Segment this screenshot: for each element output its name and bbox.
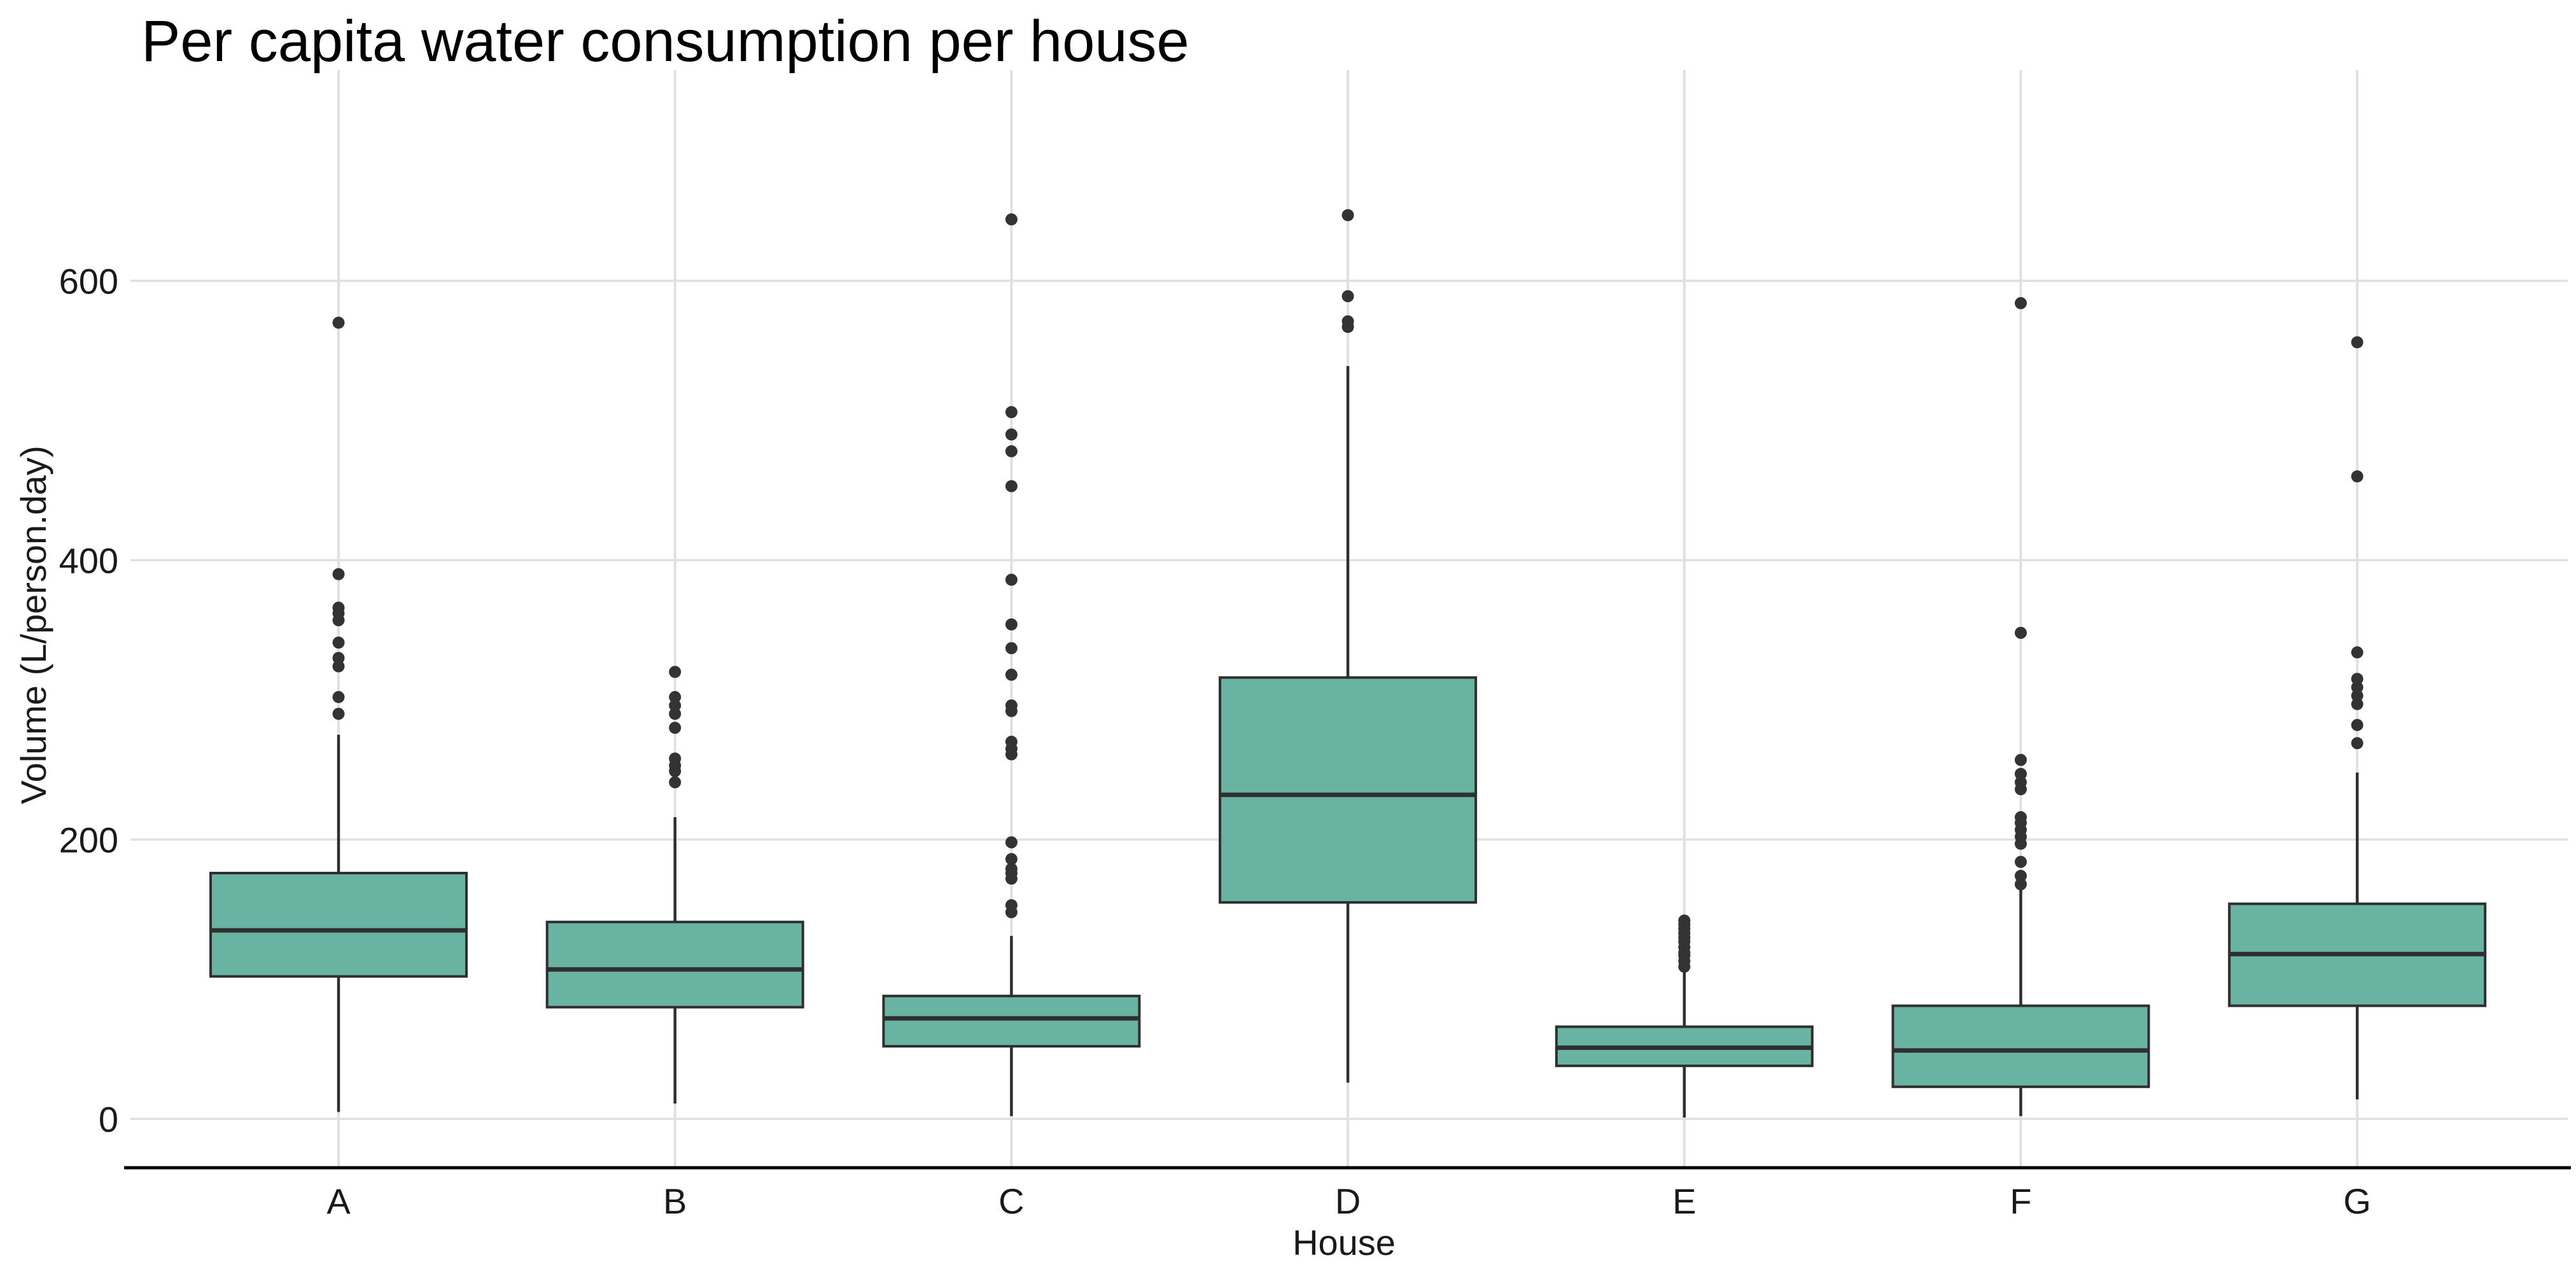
outlier-point <box>1341 315 1354 328</box>
outlier-point <box>669 699 682 712</box>
x-tick-label: D <box>1335 1181 1361 1221</box>
outlier-point <box>1678 914 1691 927</box>
x-tick-label: F <box>2010 1181 2031 1221</box>
outlier-point <box>1005 213 1018 226</box>
outlier-point <box>1005 862 1018 875</box>
outlier-point <box>1005 642 1018 655</box>
outlier-point <box>669 666 682 678</box>
outlier-point <box>1005 428 1018 441</box>
outlier-point <box>2351 646 2363 659</box>
outlier-point <box>332 601 345 614</box>
x-tick-label: A <box>326 1181 351 1221</box>
outlier-point <box>332 708 345 720</box>
outlier-point <box>2351 689 2363 702</box>
boxplot-B <box>545 666 804 1104</box>
outlier-point <box>1005 836 1018 849</box>
boxplot-C <box>882 213 1141 1116</box>
outlier-point <box>1005 853 1018 865</box>
outlier-point <box>1341 290 1354 302</box>
y-axis-title: Volume (L/person.day) <box>13 445 53 804</box>
outlier-point <box>332 690 345 703</box>
outlier-point <box>2015 776 2027 788</box>
outlier-point <box>332 636 345 649</box>
outlier-point <box>332 652 345 664</box>
x-tick-label: E <box>1672 1181 1696 1221</box>
outlier-point <box>2015 878 2027 891</box>
outlier-point <box>332 660 345 673</box>
outlier-point <box>2351 470 2363 483</box>
outlier-point <box>2351 336 2363 349</box>
x-axis-title: House <box>1292 1222 1396 1263</box>
outlier-point <box>1005 699 1018 712</box>
outlier-point <box>1341 209 1354 221</box>
outlier-point <box>1005 736 1018 748</box>
outlier-point <box>669 776 682 788</box>
outlier-point <box>669 708 682 720</box>
outlier-point <box>1005 406 1018 419</box>
outlier-point <box>2015 869 2027 882</box>
outlier-point <box>1005 899 1018 911</box>
x-tick-label: C <box>998 1181 1024 1221</box>
outlier-point <box>332 316 345 329</box>
chart-title: Per capita water consumption per house <box>141 9 1189 74</box>
outlier-point <box>2015 855 2027 868</box>
x-tick-labels: A B C D E F G <box>326 1181 2371 1221</box>
x-tick-label: G <box>2343 1181 2371 1221</box>
outlier-point <box>2015 626 2027 639</box>
boxplot-G <box>2228 336 2487 1100</box>
outlier-point <box>669 722 682 734</box>
outlier-point <box>1005 480 1018 493</box>
outlier-point <box>1005 668 1018 681</box>
outlier-point <box>2351 681 2363 694</box>
iqr-box <box>545 920 804 1009</box>
outlier-point <box>2351 673 2363 685</box>
outlier-point <box>2351 718 2363 731</box>
x-tick-label: B <box>663 1181 687 1221</box>
y-tick-label: 400 <box>59 540 118 580</box>
boxplot-E <box>1555 914 1814 1118</box>
iqr-box <box>1219 676 1478 904</box>
boxplot-F <box>1891 297 2150 1116</box>
y-tick-labels: 0 200 400 600 <box>59 261 118 1139</box>
y-tick-label: 200 <box>59 820 118 860</box>
outlier-point <box>2015 767 2027 780</box>
outlier-point <box>332 568 345 580</box>
outlier-point <box>2351 697 2363 710</box>
boxplot-A <box>209 316 468 1112</box>
outlier-point <box>2015 753 2027 766</box>
outlier-point <box>1005 573 1018 586</box>
outlier-point <box>1005 618 1018 631</box>
y-tick-label: 600 <box>59 261 118 301</box>
outlier-point <box>2351 737 2363 750</box>
outlier-point <box>669 752 682 765</box>
outlier-point <box>2015 297 2027 309</box>
boxplot-D <box>1219 209 1478 1083</box>
iqr-box <box>209 871 468 978</box>
iqr-box <box>1891 1004 2150 1088</box>
outlier-point <box>1005 445 1018 458</box>
iqr-box <box>882 995 1141 1048</box>
boxplot-layer <box>209 209 2487 1118</box>
outlier-point <box>669 690 682 703</box>
y-tick-label: 0 <box>99 1099 118 1139</box>
outlier-point <box>2015 811 2027 823</box>
